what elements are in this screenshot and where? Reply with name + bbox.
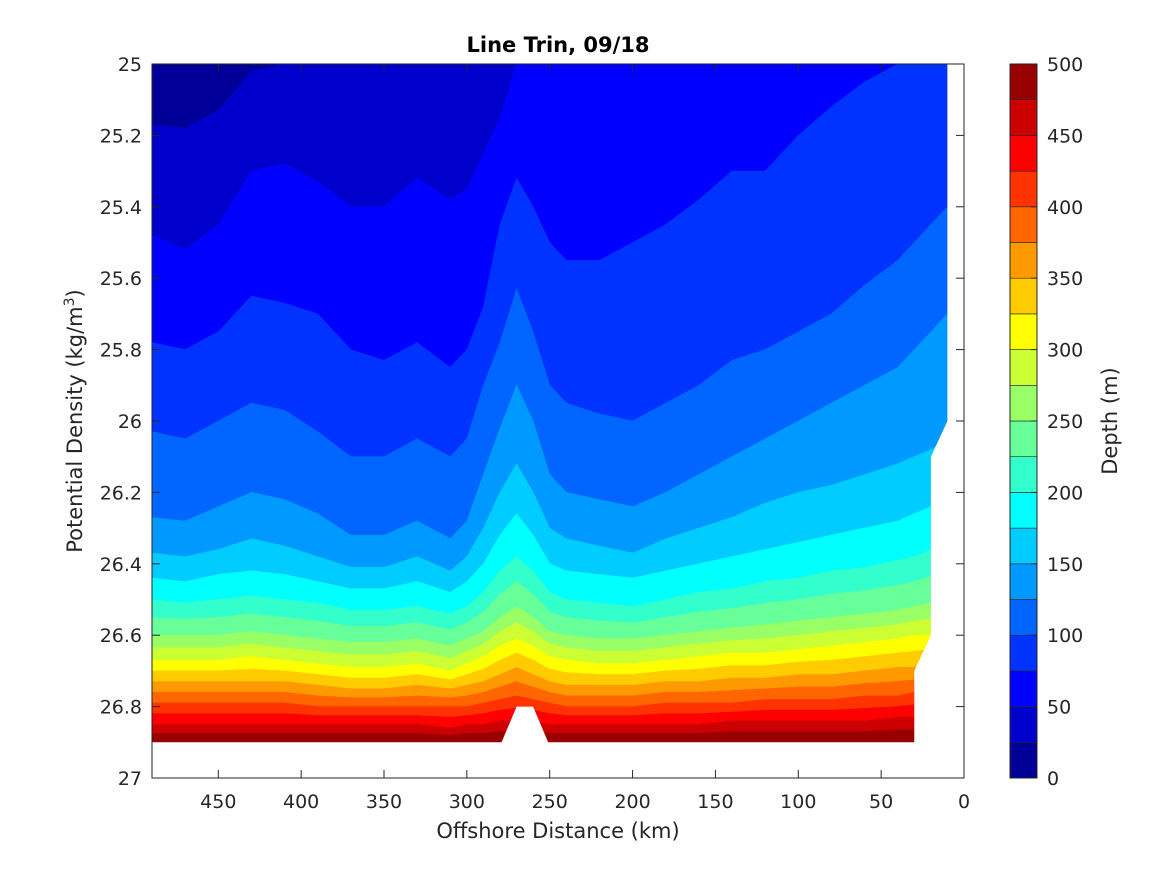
x-axis-label: Offshore Distance (km) bbox=[436, 819, 679, 843]
y-tick-label: 26.8 bbox=[100, 697, 142, 719]
y-tick-label: 26.2 bbox=[100, 482, 142, 504]
y-axis-label-close: ) bbox=[63, 289, 87, 297]
colorbar-band bbox=[1009, 99, 1038, 136]
colorbar-band bbox=[1009, 206, 1038, 243]
y-tick-label: 25.6 bbox=[100, 268, 142, 290]
x-tick-label: 350 bbox=[366, 791, 402, 813]
colorbar-band bbox=[1009, 456, 1038, 493]
chart-title: Line Trin, 09/18 bbox=[466, 33, 649, 57]
y-axis-ticks: 25 25.2 25.4 25.6 25.8 26 26.2 26.4 26.6 26.8 27 bbox=[100, 54, 964, 790]
y-axis-label-main: Potential Density (kg/m bbox=[63, 306, 87, 552]
y-axis-label: Potential Density (kg/m3) bbox=[62, 289, 87, 553]
colorbar-tick-label: 350 bbox=[1047, 268, 1083, 290]
y-tick-label: 25.2 bbox=[100, 125, 142, 147]
colorbar-band bbox=[1009, 135, 1038, 172]
colorbar-tick-label: 0 bbox=[1047, 768, 1059, 790]
y-tick-label: 27 bbox=[118, 768, 142, 790]
colorbar-tick-label: 50 bbox=[1047, 697, 1071, 719]
colorbar-band bbox=[1009, 349, 1038, 386]
colorbar-tick-label: 500 bbox=[1047, 54, 1083, 76]
colorbar-band bbox=[1009, 242, 1038, 279]
colorbar-band bbox=[1009, 277, 1038, 315]
colorbar-band bbox=[1009, 563, 1038, 600]
y-tick-label: 26 bbox=[118, 411, 142, 433]
colorbar: 0 50 100 150 200 250 300 350 400 450 500 bbox=[1009, 54, 1083, 790]
no-data-region bbox=[914, 64, 964, 778]
colorbar-band bbox=[1009, 741, 1038, 779]
colorbar-band bbox=[1009, 313, 1038, 350]
colorbar-band bbox=[1009, 527, 1038, 565]
colorbar-band bbox=[1009, 670, 1038, 707]
y-tick-label: 26.6 bbox=[100, 625, 142, 647]
colorbar-tick-label: 100 bbox=[1047, 625, 1083, 647]
colorbar-tick-label: 250 bbox=[1047, 411, 1083, 433]
x-tick-label: 200 bbox=[614, 791, 650, 813]
colorbar-band bbox=[1009, 170, 1038, 208]
colorbar-tick-label: 150 bbox=[1047, 554, 1083, 576]
x-tick-label: 150 bbox=[697, 791, 733, 813]
no-data-mask bbox=[152, 64, 964, 778]
x-tick-label: 250 bbox=[532, 791, 568, 813]
x-tick-label: 0 bbox=[958, 791, 970, 813]
contour-band-0-25 bbox=[152, 64, 948, 129]
colorbar-band bbox=[1009, 599, 1038, 636]
colorbar-tick-label: 200 bbox=[1047, 482, 1083, 504]
colorbar-label: Depth (m) bbox=[1098, 367, 1122, 474]
y-tick-label: 26.4 bbox=[100, 554, 142, 576]
x-tick-label: 50 bbox=[869, 791, 893, 813]
colorbar-band bbox=[1009, 706, 1038, 743]
x-axis-ticks: 450 400 350 300 250 200 150 100 50 0 bbox=[200, 64, 970, 813]
plot-area bbox=[152, 64, 964, 778]
x-tick-label: 100 bbox=[780, 791, 816, 813]
colorbar-band bbox=[1009, 63, 1038, 101]
x-tick-label: 450 bbox=[200, 791, 236, 813]
colorbar-ticks: 0 50 100 150 200 250 300 350 400 450 500 bbox=[1031, 54, 1083, 790]
colorbar-band bbox=[1009, 492, 1038, 529]
no-data-region bbox=[152, 742, 964, 778]
colorbar-tick-label: 400 bbox=[1047, 197, 1083, 219]
y-tick-label: 25 bbox=[118, 54, 142, 76]
no-data-region bbox=[500, 706, 550, 746]
colorbar-bands bbox=[1009, 63, 1038, 779]
x-tick-label: 300 bbox=[449, 791, 485, 813]
y-tick-label: 25.8 bbox=[100, 340, 142, 362]
y-axis-label-superscript: 3 bbox=[62, 297, 78, 306]
colorbar-tick-label: 300 bbox=[1047, 340, 1083, 362]
colorbar-band bbox=[1009, 634, 1038, 672]
x-tick-label: 400 bbox=[283, 791, 319, 813]
contour-bands bbox=[152, 64, 948, 743]
colorbar-band bbox=[1009, 384, 1038, 422]
colorbar-band bbox=[1009, 420, 1038, 458]
y-tick-label: 25.4 bbox=[100, 197, 142, 219]
colorbar-tick-label: 450 bbox=[1047, 125, 1083, 147]
